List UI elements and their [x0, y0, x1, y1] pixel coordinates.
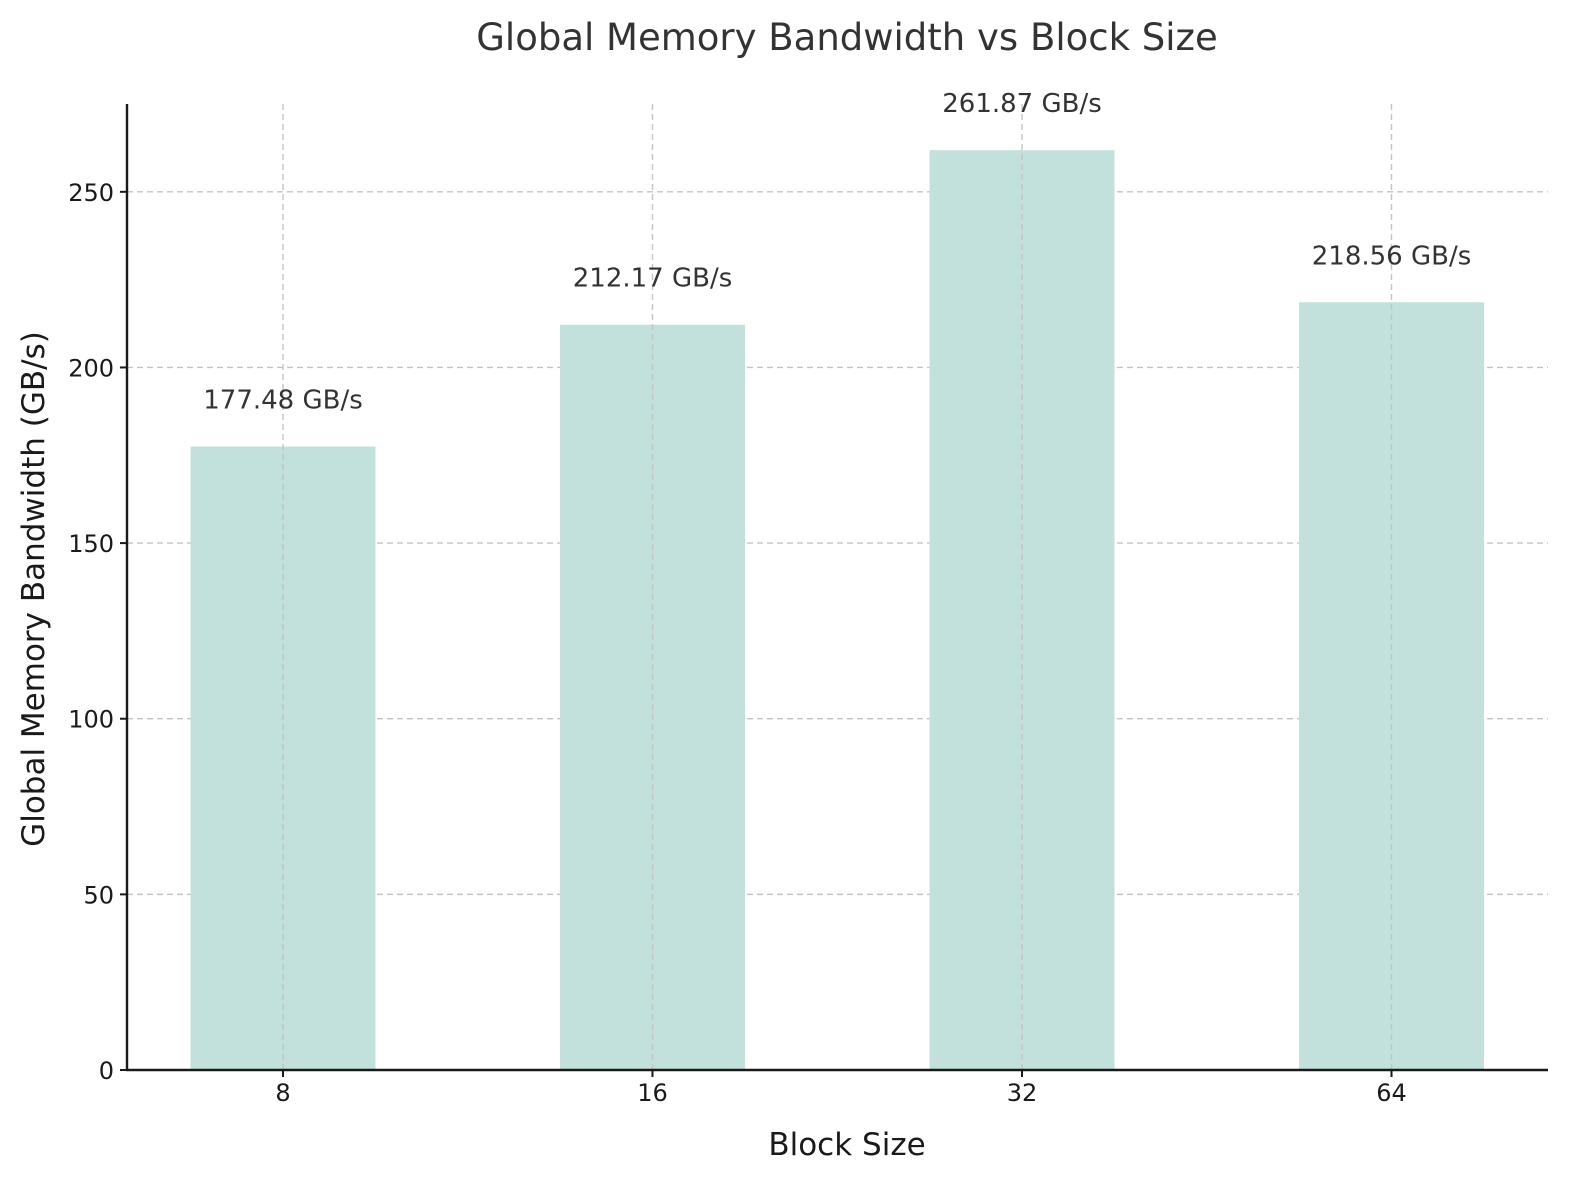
vertical-grid — [282, 104, 1393, 1070]
chart-title: Global Memory Bandwidth vs Block Size — [476, 16, 1217, 59]
x-tick-label: 32 — [1007, 1079, 1038, 1107]
data-label: 212.17 GB/s — [573, 264, 733, 294]
y-axis-label: Global Memory Bandwidth (GB/s) — [16, 331, 52, 847]
axes: 0 50 100 150 200 250 8 16 32 64 — [68, 104, 1548, 1107]
x-axis-label: Block Size — [768, 1127, 925, 1163]
x-tick-label: 16 — [637, 1079, 668, 1107]
y-tick-label: 50 — [83, 881, 114, 909]
y-tick-label: 100 — [68, 706, 114, 734]
data-label: 177.48 GB/s — [203, 386, 363, 416]
data-labels: 177.48 GB/s 212.17 GB/s 261.87 GB/s 218.56 … — [203, 89, 1471, 415]
x-tick-label: 64 — [1376, 1079, 1407, 1107]
y-tick-label: 150 — [68, 530, 114, 558]
data-label: 218.56 GB/s — [1312, 241, 1472, 271]
bars — [190, 150, 1484, 1071]
y-tick-label: 0 — [99, 1057, 114, 1085]
y-tick-label: 250 — [68, 179, 114, 207]
data-label: 261.87 GB/s — [942, 89, 1102, 119]
x-tick-label: 8 — [275, 1079, 290, 1107]
y-tick-label: 200 — [68, 354, 114, 382]
